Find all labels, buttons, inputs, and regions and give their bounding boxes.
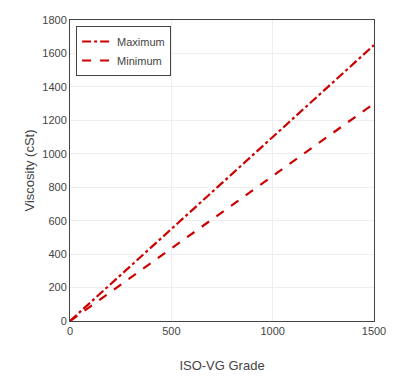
svg-text:1500: 1500 [362, 325, 386, 337]
svg-text:0: 0 [67, 325, 73, 337]
svg-text:800: 800 [48, 181, 66, 193]
svg-text:1600: 1600 [42, 47, 66, 59]
svg-text:1400: 1400 [42, 81, 66, 93]
svg-text:Viscosity (cSt): Viscosity (cSt) [22, 129, 37, 211]
svg-text:500: 500 [162, 325, 180, 337]
svg-text:600: 600 [48, 215, 66, 227]
svg-text:0: 0 [61, 315, 67, 327]
svg-text:ISO-VG Grade: ISO-VG Grade [179, 358, 264, 373]
svg-text:Minimum: Minimum [117, 55, 162, 67]
svg-text:1800: 1800 [42, 14, 66, 26]
svg-text:Maximum: Maximum [117, 36, 165, 48]
svg-text:1000: 1000 [260, 325, 284, 337]
svg-text:200: 200 [48, 281, 66, 293]
svg-text:1000: 1000 [42, 148, 66, 160]
svg-text:1200: 1200 [42, 114, 66, 126]
svg-text:400: 400 [48, 248, 66, 260]
